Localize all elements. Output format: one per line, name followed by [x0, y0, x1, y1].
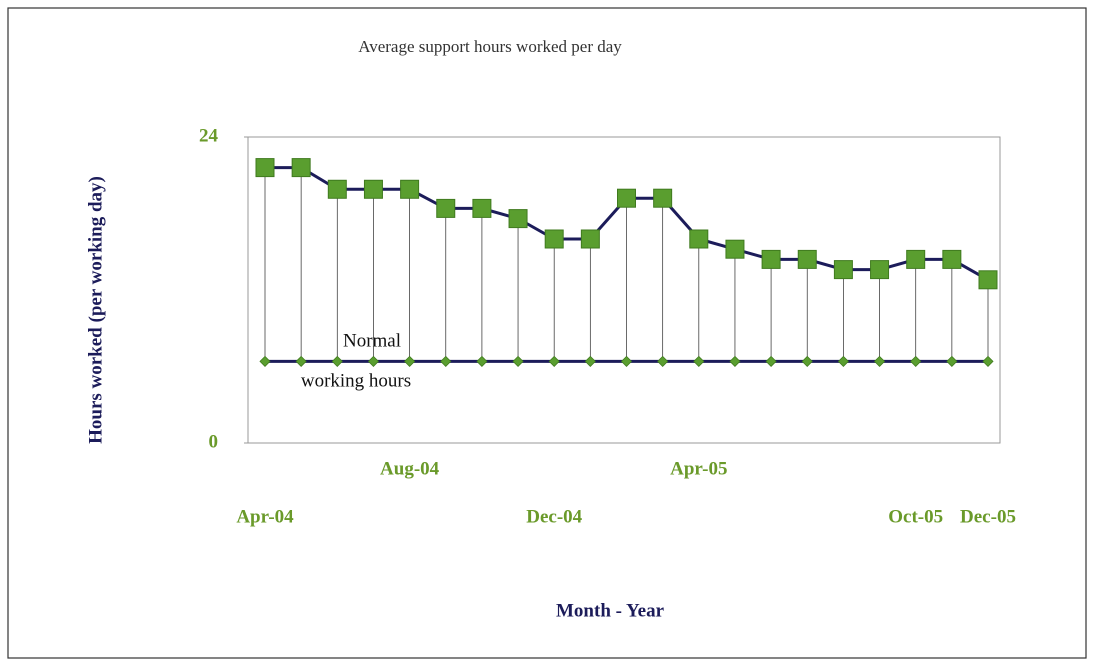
marker [837, 355, 849, 367]
marker [548, 355, 560, 367]
y-tick-label: 24 [199, 125, 219, 146]
marker [472, 198, 492, 218]
marker [801, 355, 813, 367]
marker [870, 260, 890, 280]
marker [693, 355, 705, 367]
marker [617, 188, 636, 208]
marker [440, 355, 452, 367]
marker [797, 249, 817, 269]
marker [508, 209, 528, 229]
marker [363, 179, 383, 199]
marker [910, 355, 922, 367]
marker [476, 355, 488, 367]
marker [725, 239, 745, 259]
marker [436, 198, 456, 218]
marker [833, 260, 853, 280]
marker [729, 355, 741, 367]
marker [255, 158, 275, 178]
marker [400, 179, 420, 199]
x-axis-title: Month - Year [556, 600, 665, 621]
marker [367, 355, 380, 367]
marker [689, 229, 709, 249]
x-tick-label: Aug-04 [380, 458, 440, 479]
x-tick-label: Dec-04 [526, 506, 582, 527]
annotation: working hours [301, 370, 411, 391]
marker [906, 249, 926, 269]
marker [761, 249, 781, 269]
marker [620, 355, 633, 367]
x-tick-label: Oct-05 [888, 506, 943, 527]
marker [331, 355, 343, 367]
marker [942, 249, 962, 269]
marker [584, 355, 596, 367]
x-tick-label: Apr-04 [236, 506, 294, 527]
marker [544, 229, 564, 249]
y-axis-title: Hours worked (per working day) [85, 176, 106, 444]
annotation: Normal [343, 330, 401, 351]
marker [657, 355, 669, 367]
plot-area [247, 136, 1001, 444]
marker [580, 229, 600, 249]
marker [327, 179, 347, 199]
marker [653, 188, 673, 208]
marker [512, 355, 524, 367]
marker [765, 355, 777, 367]
x-tick-label: Apr-05 [670, 458, 727, 479]
marker [978, 270, 998, 290]
y-tick-label: 0 [209, 431, 219, 452]
marker [404, 355, 416, 367]
x-tick-label: Dec-05 [960, 506, 1016, 527]
marker [982, 355, 994, 367]
marker [291, 158, 311, 178]
chart-title: Average support hours worked per day [358, 37, 622, 56]
marker [873, 355, 886, 367]
marker [946, 355, 958, 367]
marker [259, 355, 271, 367]
marker [295, 355, 307, 367]
